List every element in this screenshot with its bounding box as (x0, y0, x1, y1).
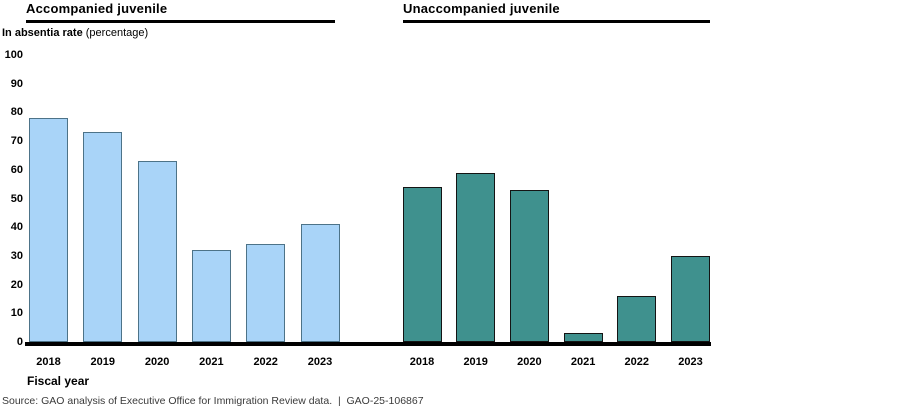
y-tick-90: 90 (10, 77, 23, 90)
y-axis-title-note: (percentage) (85, 27, 149, 39)
bar-unaccompanied-2018 (402, 187, 442, 342)
y-tick-100: 100 (4, 49, 23, 61)
x-tick-unaccompanied-2020: 2020 (517, 356, 542, 368)
bar-accompanied-2020 (137, 161, 177, 342)
bar-accompanied-2023 (300, 224, 340, 342)
group-title-accompanied: Accompanied juvenile (26, 1, 335, 23)
x-tick-accompanied-2022: 2022 (253, 356, 278, 368)
x-tick-unaccompanied-2018: 2018 (409, 356, 435, 368)
x-axis-line (25, 342, 711, 346)
bar-unaccompanied-2022 (617, 296, 657, 342)
y-tick-20: 20 (10, 278, 23, 291)
y-tick-60: 60 (10, 163, 23, 176)
x-tick-unaccompanied-2021: 2021 (570, 356, 596, 368)
y-axis-title-bold: In absentia rate (2, 27, 83, 39)
bar-unaccompanied-2023 (671, 256, 710, 342)
y-axis-title: In absentia rate (percentage) (2, 27, 148, 39)
x-tick-accompanied-2021: 2021 (199, 356, 224, 368)
x-tick-unaccompanied-2022: 2022 (624, 356, 650, 368)
x-tick-unaccompanied-2023: 2023 (678, 356, 703, 368)
y-tick-70: 70 (10, 135, 23, 148)
x-tick-accompanied-2019: 2019 (90, 356, 116, 368)
y-tick-40: 40 (10, 221, 23, 234)
x-tick-accompanied-2023: 2023 (307, 356, 333, 368)
y-tick-80: 80 (10, 106, 23, 119)
x-tick-accompanied-2020: 2020 (144, 356, 170, 368)
x-tick-unaccompanied-2019: 2019 (463, 356, 488, 368)
y-tick-50: 50 (10, 192, 23, 205)
bar-unaccompanied-2020 (509, 190, 549, 342)
y-tick-10: 10 (10, 307, 23, 320)
x-axis-title: Fiscal year (27, 374, 90, 388)
group-title-unaccompanied: Unaccompanied juvenile (403, 1, 710, 23)
bar-accompanied-2018 (29, 118, 68, 342)
bar-unaccompanied-2021 (563, 333, 603, 342)
source-note: Source: GAO analysis of Executive Office… (2, 395, 424, 407)
bar-accompanied-2022 (246, 244, 286, 342)
bar-accompanied-2021 (191, 250, 231, 342)
x-tick-accompanied-2018: 2018 (36, 356, 61, 368)
y-tick-30: 30 (10, 249, 23, 262)
y-tick-0: 0 (16, 336, 23, 348)
bar-unaccompanied-2019 (456, 173, 496, 342)
bar-accompanied-2019 (83, 132, 123, 342)
